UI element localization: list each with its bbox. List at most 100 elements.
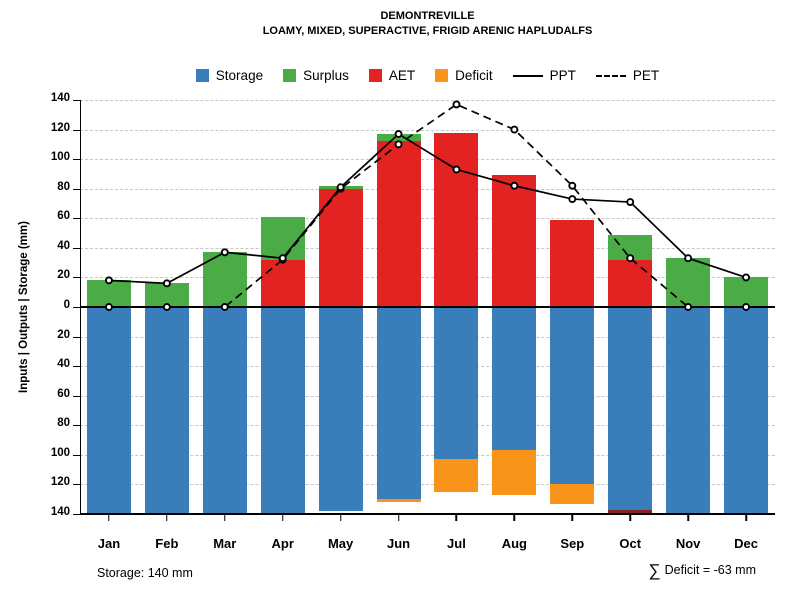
- x-label-sep: Sep: [560, 536, 585, 551]
- x-tick: [687, 514, 689, 521]
- bar-aet-oct: [608, 259, 653, 307]
- storage-swatch-icon: [195, 69, 209, 82]
- x-label-oct: Oct: [619, 536, 642, 551]
- bar-storage-jul: [434, 307, 479, 460]
- x-tick: [513, 514, 516, 521]
- bar-deficit-jun: [376, 499, 421, 503]
- x-label-nov: Nov: [675, 536, 701, 551]
- y-tick: [73, 395, 80, 397]
- storage-note: Storage: 140 mm: [97, 566, 193, 580]
- bar-aet-jul: [434, 132, 479, 307]
- x-tick: [339, 514, 342, 521]
- bar-aet-apr: [260, 259, 305, 307]
- bar-storage-may: [318, 307, 363, 512]
- legend-item-aet: AET: [368, 68, 415, 83]
- pet-line: [108, 103, 747, 308]
- y-tick: [73, 425, 80, 427]
- bar-surplus-apr: [260, 216, 305, 260]
- x-label-mar: Mar: [213, 536, 237, 551]
- bar-deficit-aug: [492, 450, 537, 495]
- x-tick: [166, 514, 168, 521]
- deficit-total-note: ∑ Deficit = -63 mm: [649, 561, 756, 579]
- x-tick: [224, 514, 226, 521]
- plot-area: [80, 100, 775, 515]
- ppt-line-sample-icon: [512, 74, 543, 77]
- chart-subtitle: LOAMY, MIXED, SUPERACTIVE, FRIGID ARENIC…: [262, 25, 593, 37]
- y-tick-label: 40: [57, 239, 70, 252]
- bar-storage-oct: [608, 307, 653, 510]
- bar-surplus-feb: [144, 283, 189, 307]
- bar-storage-dec: [724, 307, 769, 514]
- chart-title: DEMONTREVILLE: [380, 10, 475, 22]
- y-tick-label: 60: [57, 210, 70, 223]
- legend-item-deficit: Deficit: [435, 68, 493, 83]
- bar-surplus-dec: [724, 277, 769, 307]
- y-tick-label: 140: [50, 92, 70, 104]
- bar-storage-nov: [666, 307, 711, 514]
- gridline: [80, 366, 775, 368]
- ppt-point-jun: [394, 130, 403, 138]
- y-tick-label: 20: [57, 328, 70, 341]
- pet-point-dec: [742, 303, 750, 311]
- y-tick: [73, 336, 80, 338]
- ppt-point-nov: [684, 254, 693, 263]
- y-tick-label: 40: [57, 358, 70, 371]
- bar-marker-oct: [608, 509, 653, 514]
- ppt-point-jul: [452, 165, 461, 174]
- x-label-dec: Dec: [734, 536, 758, 551]
- gridline: [80, 454, 775, 456]
- x-label-may: May: [327, 536, 354, 551]
- y-tick: [73, 188, 80, 190]
- gridline: [80, 425, 775, 427]
- y-tick: [73, 247, 80, 249]
- ppt-point-apr: [278, 254, 287, 263]
- legend-item-surplus: Surplus: [283, 68, 349, 83]
- bar-storage-jan: [86, 307, 131, 514]
- deficit-swatch-icon: [435, 69, 449, 82]
- x-tick: [281, 514, 284, 521]
- bar-storage-feb: [144, 307, 189, 514]
- x-tick: [571, 514, 574, 521]
- bar-aet-jun: [376, 141, 421, 307]
- legend-label: PET: [632, 68, 660, 83]
- y-tick-label: 0: [63, 299, 70, 311]
- bar-surplus-nov: [666, 258, 711, 307]
- gridline: [80, 336, 775, 338]
- bar-storage-jun: [376, 307, 421, 500]
- y-tick: [73, 100, 80, 101]
- y-axis-title: Inputs | Outputs | Storage (mm): [18, 221, 30, 393]
- legend-item-ppt: PPT: [512, 68, 576, 83]
- y-tick-label: 60: [57, 387, 70, 400]
- y-tick: [73, 159, 80, 161]
- ppt-point-feb: [162, 279, 171, 288]
- y-tick: [73, 129, 80, 131]
- x-label-feb: Feb: [155, 536, 179, 551]
- bar-storage-sep: [550, 307, 595, 485]
- legend-label: PPT: [549, 68, 576, 83]
- y-tick: [73, 307, 80, 308]
- gridline: [80, 188, 775, 190]
- chart-header: DEMONTREVILLE LOAMY, MIXED, SUPERACTIVE,…: [80, 10, 775, 37]
- y-tick: [73, 218, 80, 220]
- pet-point-aug: [510, 125, 519, 134]
- ppt-point-mar: [220, 248, 229, 257]
- bar-deficit-sep: [550, 484, 595, 504]
- ppt-point-jan: [105, 276, 113, 285]
- bar-storage-apr: [260, 307, 305, 514]
- pet-point-oct: [626, 254, 635, 263]
- x-axis-line: [80, 513, 775, 515]
- pet-point-nov: [684, 303, 693, 311]
- y-tick: [73, 277, 80, 279]
- x-tick: [455, 514, 458, 521]
- pet-point-jan: [105, 303, 113, 311]
- bar-deficit-jul: [434, 459, 479, 492]
- x-label-aug: Aug: [501, 536, 527, 551]
- gridline: [80, 277, 775, 279]
- legend-label: Surplus: [303, 68, 349, 83]
- y-tick-label: 80: [57, 180, 70, 193]
- bar-storage-mar: [202, 307, 247, 514]
- x-label-jun: Jun: [386, 536, 411, 551]
- bar-aet-sep: [550, 219, 595, 307]
- x-tick: [745, 514, 747, 521]
- gridline: [80, 159, 775, 161]
